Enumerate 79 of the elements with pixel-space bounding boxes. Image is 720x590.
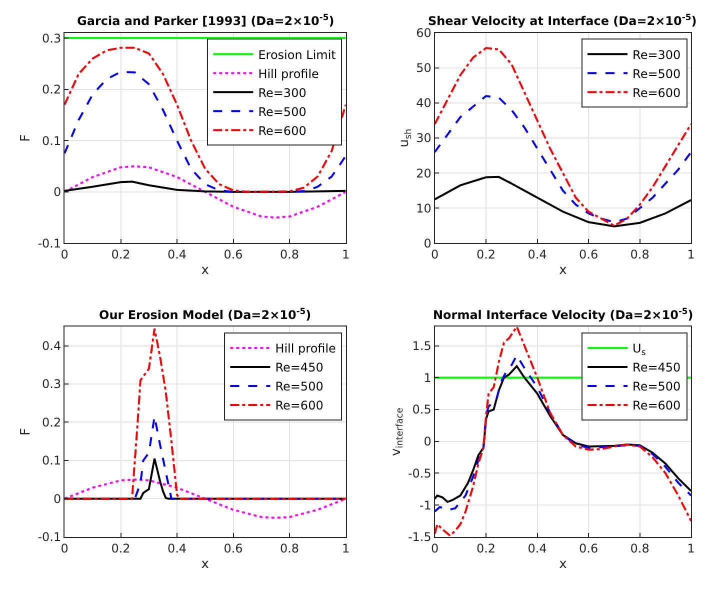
x-tick-label: 0.8 xyxy=(630,248,650,262)
legend-label: Re=500 xyxy=(275,380,324,394)
legend-label: Re=450 xyxy=(632,360,681,375)
y-tick-label: 0 xyxy=(53,492,62,506)
y-tick-label: 10 xyxy=(416,201,432,216)
y-tick-label: 0.4 xyxy=(42,338,62,353)
legend-label: Re=500 xyxy=(632,66,681,81)
y-tick-label: 0.5 xyxy=(412,402,432,417)
x-tick-label: 1 xyxy=(687,248,695,262)
y-tick-label: 60 xyxy=(416,26,432,40)
x-tick-label: 0.4 xyxy=(528,541,547,556)
legend-label: Re=450 xyxy=(275,360,324,375)
line-series xyxy=(64,70,346,193)
legend-label: Re=600 xyxy=(632,86,681,100)
x-tick-label: 1 xyxy=(687,541,695,556)
legend-label: Re=600 xyxy=(632,398,681,413)
y-tick-label: 0.3 xyxy=(42,31,62,46)
x-tick-label: 1 xyxy=(342,541,350,556)
legend-label: Hill profile xyxy=(258,66,319,81)
x-tick-label: 0.2 xyxy=(476,248,496,262)
line-series xyxy=(434,46,692,227)
x-tick-label: 0.4 xyxy=(528,248,547,262)
y-tick-label: 0.2 xyxy=(42,415,62,430)
y-tick-label: 0 xyxy=(424,434,432,449)
y-tick-label: 40 xyxy=(416,96,432,110)
x-tick-label: 0.8 xyxy=(280,541,300,556)
y-tick-label: -0.5 xyxy=(408,466,432,480)
chart-title: Normal Interface Velocity (Da=2×10$^{-5}$) xyxy=(433,306,694,322)
x-axis-title: x xyxy=(201,263,210,278)
x-tick-label: 1 xyxy=(342,248,350,262)
x-tick-label: 0.8 xyxy=(280,248,300,262)
y-tick-label: 0 xyxy=(424,236,432,250)
x-axis-title: x xyxy=(559,556,568,572)
legend-label: U$_{s}$ xyxy=(632,342,646,358)
line-series xyxy=(64,478,346,519)
chart-title: Our Erosion Model (Da=2×10$^{-5}$) xyxy=(99,306,312,322)
x-axis-title: x xyxy=(559,263,568,278)
legend-label: Re=500 xyxy=(632,380,681,394)
y-tick-label: 0.1 xyxy=(42,134,62,148)
x-tick-label: 0.6 xyxy=(579,541,598,556)
line-series xyxy=(64,46,346,193)
y-tick-label: 20 xyxy=(416,166,432,180)
y-tick-label: 1.5 xyxy=(412,338,432,353)
y-tick-label: -1.5 xyxy=(408,530,432,544)
x-tick-label: 0.2 xyxy=(476,541,496,556)
legend-label: Re=600 xyxy=(258,124,306,138)
y-tick-label: -0.1 xyxy=(38,236,62,250)
line-series xyxy=(64,328,346,500)
y-tick-label: 50 xyxy=(416,61,432,76)
x-tick-label: 0.6 xyxy=(224,541,243,556)
y-tick-label: 0 xyxy=(53,185,62,200)
y-tick-label: 0.1 xyxy=(42,454,62,468)
x-tick-label: 0.2 xyxy=(111,541,130,556)
legend-label: Re=300 xyxy=(632,48,681,62)
y-tick-label: 0.3 xyxy=(42,377,62,392)
legend-label: Re=600 xyxy=(275,398,324,413)
y-axis-title: F xyxy=(18,428,34,436)
x-tick-label: 0.4 xyxy=(167,541,187,556)
legend-label: Re=500 xyxy=(258,104,306,119)
x-tick-label: 0.4 xyxy=(167,248,187,262)
x-tick-label: 0.6 xyxy=(579,248,598,262)
line-series xyxy=(434,326,692,537)
x-axis-title: x xyxy=(201,556,210,572)
line-series xyxy=(434,176,692,228)
legend-label: Erosion Limit xyxy=(258,48,336,62)
y-tick-label: 30 xyxy=(416,131,432,146)
x-tick-label: 0.8 xyxy=(630,541,650,556)
y-tick-label: -1 xyxy=(419,498,432,512)
legend-label: Re=300 xyxy=(258,86,306,100)
y-tick-label: -0.1 xyxy=(38,530,62,544)
line-series xyxy=(64,180,346,193)
y-tick-label: 0.2 xyxy=(42,82,62,97)
legend-label: Hill profile xyxy=(275,342,336,356)
x-tick-label: 0.6 xyxy=(224,248,243,262)
x-tick-label: 0.2 xyxy=(111,248,130,262)
y-axis-title: F xyxy=(18,134,34,142)
chart-title: Shear Velocity at Interface (Da=2×10$^{-5}$) xyxy=(428,12,697,28)
chart-title: Garcia and Parker [1993] (Da=2×10$^{-5}$) xyxy=(77,12,334,28)
y-tick-label: 1 xyxy=(424,370,432,385)
